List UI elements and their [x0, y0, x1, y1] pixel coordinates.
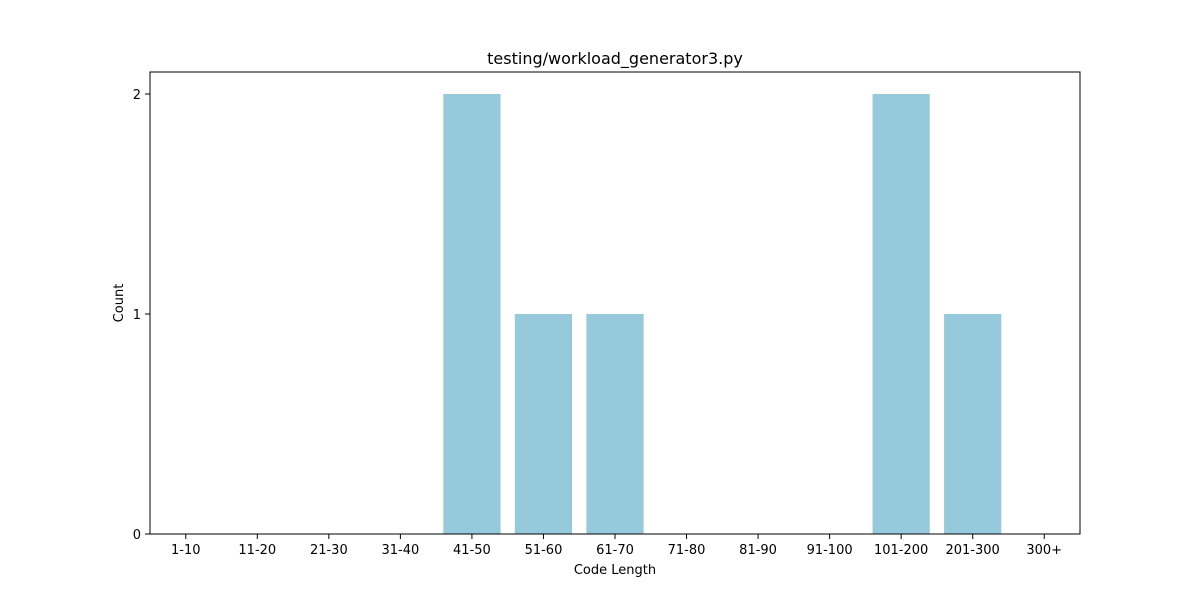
x-tick-label: 51-60: [525, 543, 563, 558]
x-tick-label: 300+: [1026, 543, 1062, 558]
y-axis-label: Count: [112, 284, 127, 323]
x-tick-label: 41-50: [453, 543, 491, 558]
bar-101-200: [872, 94, 930, 534]
x-tick-label: 21-30: [310, 543, 348, 558]
x-axis-label: Code Length: [574, 563, 656, 578]
chart-title: testing/workload_generator3.py: [487, 49, 743, 69]
x-tick-label: 71-80: [668, 543, 706, 558]
x-tick-label: 101-200: [874, 543, 928, 558]
y-tick-label: 2: [133, 88, 141, 103]
y-tick-label: 1: [133, 308, 141, 323]
bar-61-70: [586, 314, 644, 534]
x-tick-label: 1-10: [171, 543, 201, 558]
bars-layer: [443, 94, 1002, 534]
x-tick-label: 61-70: [596, 543, 634, 558]
x-tick-label: 201-300: [946, 543, 1000, 558]
bar-41-50: [443, 94, 501, 534]
x-axis-ticks: 1-10 11-20 21-30 31-40 41-50 51-60 61-70 71-80 8…: [171, 534, 1062, 558]
x-tick-label: 91-100: [807, 543, 853, 558]
y-tick-label: 0: [133, 528, 141, 543]
bar-201-300: [944, 314, 1002, 534]
y-axis-ticks: 0 1 2: [133, 88, 150, 543]
x-tick-label: 11-20: [238, 543, 276, 558]
bar-51-60: [514, 314, 573, 534]
x-tick-label: 31-40: [381, 543, 419, 558]
x-tick-label: 81-90: [739, 543, 777, 558]
